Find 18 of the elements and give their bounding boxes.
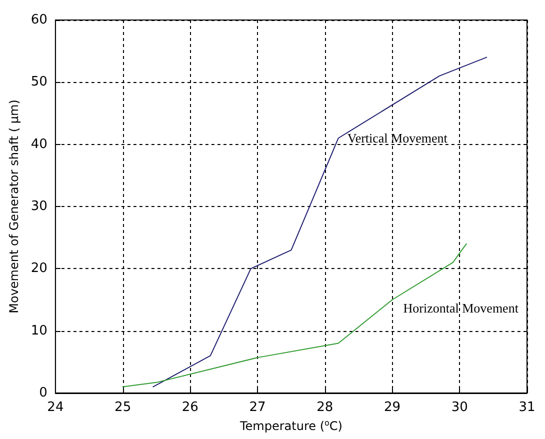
- y-tick-label: 10: [30, 323, 48, 338]
- y-tick-label: 50: [30, 74, 48, 90]
- x-tick-label: 30: [451, 400, 468, 415]
- series-label: Horizontal Movement: [403, 300, 519, 316]
- y-tick-label: 20: [30, 261, 48, 276]
- x-tick-label: 29: [384, 400, 401, 415]
- x-tick-label: 28: [316, 400, 334, 415]
- x-tick-label: 31: [518, 400, 536, 415]
- x-tick-label: 27: [249, 400, 266, 415]
- y-tick-label: 40: [30, 136, 48, 152]
- y-tick-label: 60: [30, 12, 48, 28]
- y-axis-title: Movement of Generator shaft ( µm): [7, 100, 21, 314]
- series-label: Vertical Movement: [347, 130, 448, 146]
- y-tick-label: 0: [39, 386, 48, 400]
- y-tick-label: 30: [30, 199, 48, 214]
- x-tick-label: 24: [47, 400, 64, 415]
- x-tick-label: 25: [114, 400, 132, 415]
- x-tick-label: 26: [182, 400, 198, 415]
